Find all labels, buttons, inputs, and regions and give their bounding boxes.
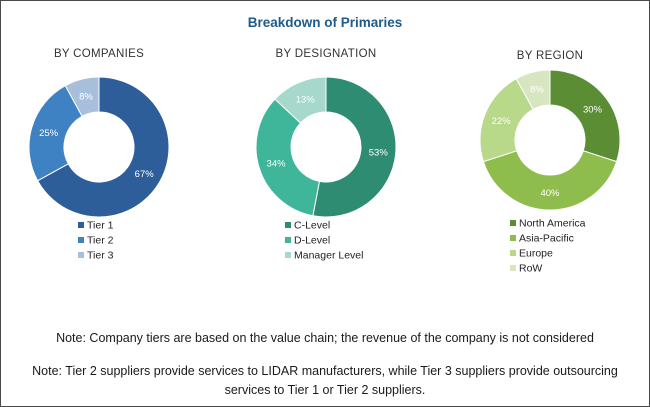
legend-label-tier-2: Tier 2 bbox=[87, 235, 114, 247]
legend-label-manager-level: Manager Level bbox=[294, 250, 363, 262]
legend-label-d-level: D-Level bbox=[294, 235, 330, 247]
by-designation-chart: BY DESIGNATION 53% 34% 13% C-Level D-Level Man… bbox=[255, 48, 397, 262]
slice-label-row: 8% bbox=[530, 85, 544, 96]
slice-asia-pacific bbox=[482, 150, 618, 211]
legend-swatch-north-america bbox=[510, 220, 516, 226]
slice-label-tier-3: 8% bbox=[79, 92, 93, 103]
legend-label-tier-1: Tier 1 bbox=[87, 220, 114, 232]
slice-label-manager-level: 13% bbox=[296, 94, 316, 105]
by-companies-chart: BY COMPANIES 67% 25% 8% Tier 1 Tier 2 Tier 3 bbox=[28, 48, 170, 262]
chart-title: BY COMPANIES bbox=[54, 48, 144, 60]
legend-label-north-america: North America bbox=[519, 218, 586, 230]
slice-tier-1 bbox=[36, 76, 170, 218]
chart-title: BY DESIGNATION bbox=[276, 48, 377, 60]
legend-swatch-tier-2 bbox=[78, 237, 84, 243]
slice-tier-3 bbox=[64, 76, 100, 118]
legend-label-c-level: C-Level bbox=[294, 220, 330, 232]
legend-swatch-europe bbox=[510, 250, 516, 256]
note-tier-suppliers: Note: Tier 2 suppliers provide services … bbox=[32, 364, 618, 397]
slice-label-tier-1: 67% bbox=[135, 169, 155, 180]
legend-swatch-asia-pacific bbox=[510, 235, 516, 241]
slice-north-america bbox=[549, 69, 621, 163]
legend-swatch-c-level bbox=[285, 222, 291, 228]
slice-label-asia-pacific: 40% bbox=[540, 188, 560, 199]
slice-row bbox=[515, 69, 551, 111]
legend-swatch-tier-1 bbox=[78, 222, 84, 228]
legend-swatch-d-level bbox=[285, 237, 291, 243]
chart-title: BY REGION bbox=[517, 50, 583, 62]
legend-swatch-tier-3 bbox=[78, 252, 84, 258]
legend-swatch-row bbox=[510, 265, 516, 271]
slice-manager-level bbox=[274, 76, 327, 124]
slice-label-c-level: 53% bbox=[369, 147, 389, 158]
slice-d-level bbox=[255, 98, 321, 217]
slice-label-europe: 22% bbox=[492, 116, 512, 127]
legend-label-tier-3: Tier 3 bbox=[87, 250, 114, 262]
note-company-tiers: Note: Company tiers are based on the val… bbox=[56, 331, 594, 345]
slice-label-d-level: 34% bbox=[267, 159, 287, 170]
legend-label-europe: Europe bbox=[519, 248, 553, 260]
figure-title: Breakdown of Primaries bbox=[248, 15, 403, 30]
slice-c-level bbox=[312, 76, 397, 218]
by-region-chart: BY REGION 30% 40% 22% 8% North America Asia-Pa… bbox=[479, 50, 621, 275]
legend-swatch-manager-level bbox=[285, 252, 291, 258]
slice-label-north-america: 30% bbox=[583, 105, 603, 116]
legend-label-asia-pacific: Asia-Pacific bbox=[519, 233, 574, 245]
slice-label-tier-2: 25% bbox=[39, 128, 59, 139]
legend-label-row: RoW bbox=[519, 263, 542, 275]
